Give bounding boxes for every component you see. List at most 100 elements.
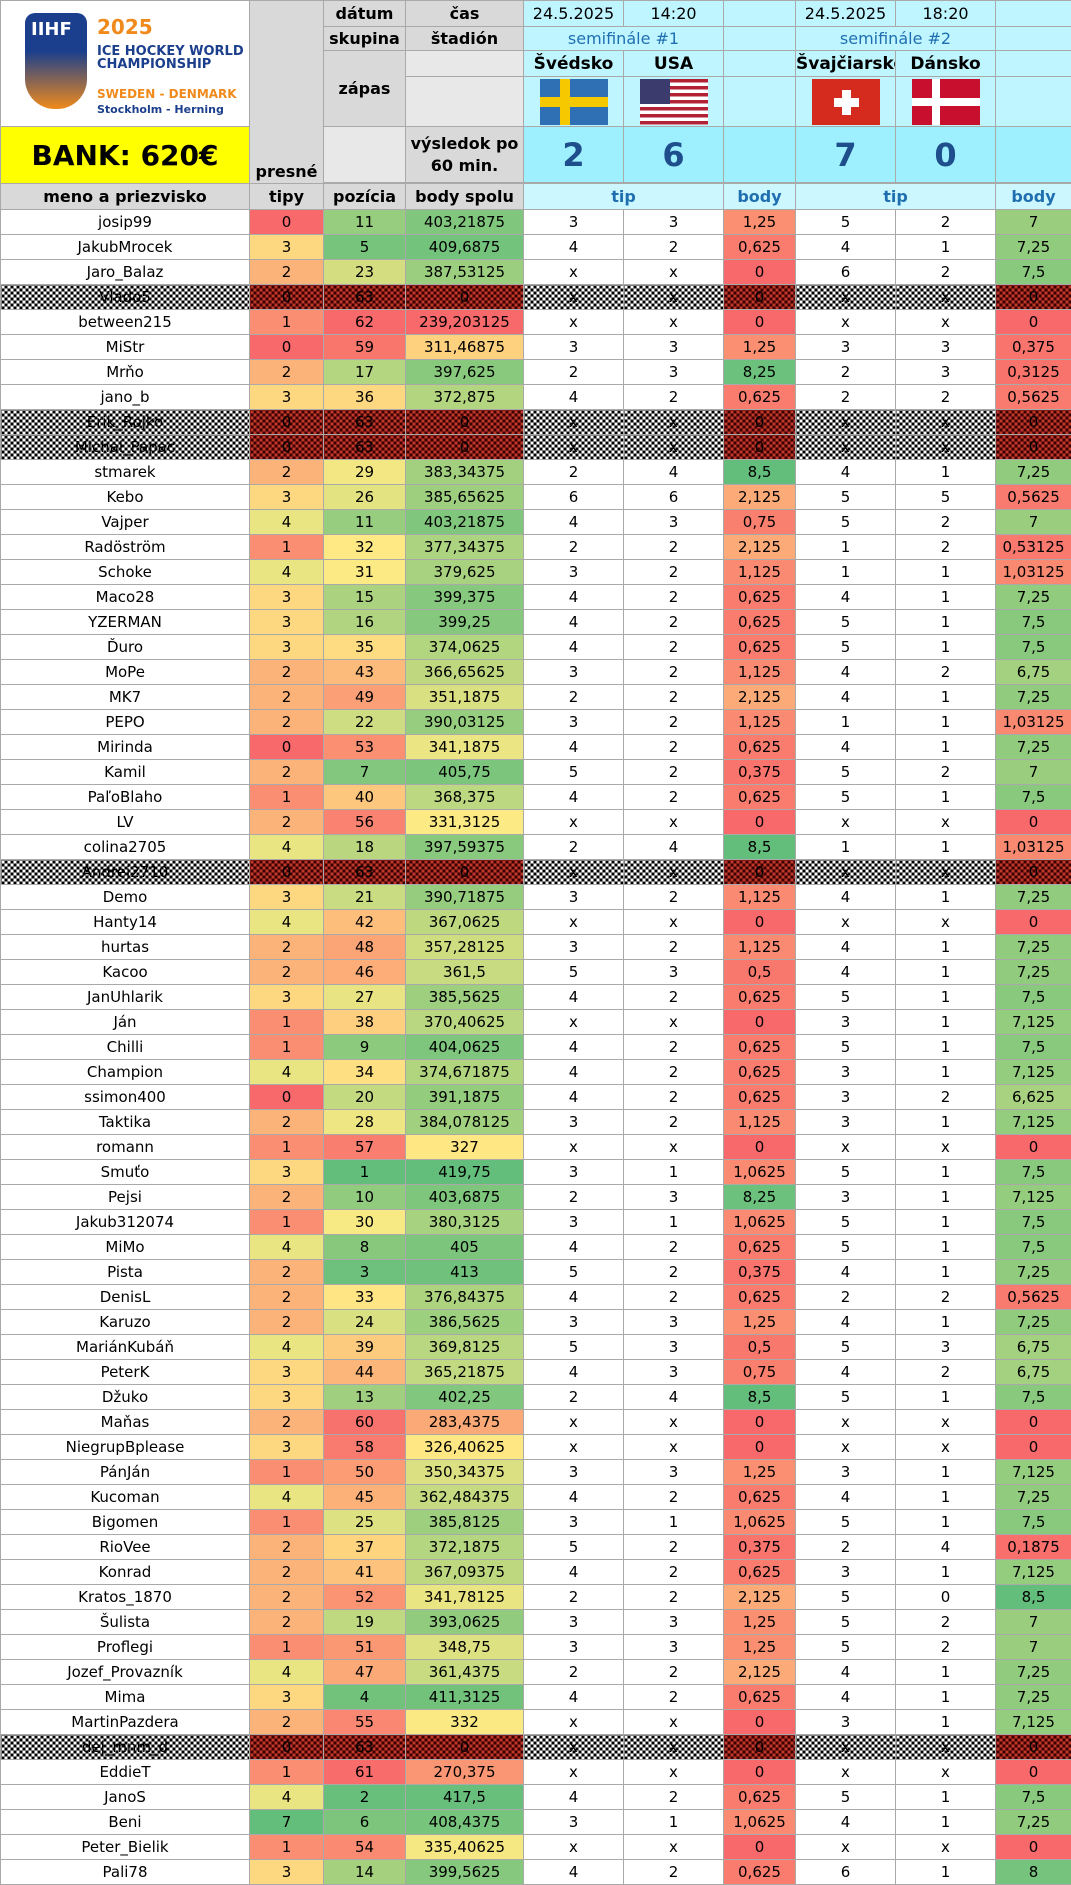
m2-tip-home-cell: x bbox=[795, 809, 896, 835]
table-row: Kacoo 2 46 361,5 5 3 0,5 4 1 7,25 bbox=[0, 959, 1071, 985]
body-spolu-cell: 341,1875 bbox=[405, 734, 524, 760]
pozicia-cell: 62 bbox=[323, 309, 406, 335]
body-spolu-cell: 327 bbox=[405, 1134, 524, 1160]
name-cell: Kamil bbox=[0, 759, 250, 785]
name-cell: JanoS bbox=[0, 1784, 250, 1810]
m2-tip-away-cell: 1 bbox=[895, 609, 996, 635]
pozicia-cell: 20 bbox=[323, 1084, 406, 1110]
m1-tip-home-cell: x bbox=[523, 409, 624, 435]
match1-home-score: 2 bbox=[523, 126, 624, 183]
m1-tip-home-cell: 3 bbox=[523, 1209, 624, 1235]
pozicia-cell: 54 bbox=[323, 1834, 406, 1860]
m2-tip-home-cell: 4 bbox=[795, 1484, 896, 1510]
m1-body-cell: 1,0625 bbox=[723, 1509, 796, 1535]
m1-body-cell: 0 bbox=[723, 1134, 796, 1160]
m1-tip-home-cell: 4 bbox=[523, 984, 624, 1010]
m2-tip-home-cell: 2 bbox=[795, 384, 896, 410]
presne-tipy-cell: 2 bbox=[249, 934, 324, 960]
m1-tip-away-cell: x bbox=[623, 909, 724, 935]
name-cell: Jozef_Provazník bbox=[0, 1659, 250, 1685]
cas-label: čas bbox=[405, 0, 524, 27]
m1-tip-home-cell: 3 bbox=[523, 934, 624, 960]
pozicia-cell: 50 bbox=[323, 1459, 406, 1485]
name-cell: Smuťo bbox=[0, 1159, 250, 1185]
name-cell: jano_b bbox=[0, 384, 250, 410]
table-row: MariánKubáň 4 39 369,8125 5 3 0,5 5 3 6,75 bbox=[0, 1334, 1071, 1360]
m2-tip-away-cell: 3 bbox=[895, 1334, 996, 1360]
m2-tip-away-cell: 1 bbox=[895, 1509, 996, 1535]
m1-tip-home-cell: 4 bbox=[523, 1284, 624, 1310]
m1-tip-away-cell: 2 bbox=[623, 1034, 724, 1060]
match2-home-score: 7 bbox=[795, 126, 896, 183]
m2-tip-home-cell: x bbox=[795, 434, 896, 460]
m1-tip-home-cell: 4 bbox=[523, 1684, 624, 1710]
table-row: Hanty14 4 42 367,0625 x x 0 x x 0 bbox=[0, 909, 1071, 935]
body-spolu-cell: 399,375 bbox=[405, 584, 524, 610]
presne-tipy-cell: 2 bbox=[249, 959, 324, 985]
m2-tip-home-cell: 4 bbox=[795, 884, 896, 910]
m2-tip-home-cell: 4 bbox=[795, 959, 896, 985]
table-row: PeterK 3 44 365,21875 4 3 0,75 4 2 6,75 bbox=[0, 1359, 1071, 1385]
m2-tip-home-cell: 5 bbox=[795, 984, 896, 1010]
m1-tip-home-cell: 4 bbox=[523, 234, 624, 260]
m1-tip-home-cell: 3 bbox=[523, 1309, 624, 1335]
body-spolu-cell: 379,625 bbox=[405, 559, 524, 585]
m2-tip-away-cell: 1 bbox=[895, 1684, 996, 1710]
m1-body-cell: 1,25 bbox=[723, 1459, 796, 1485]
m2-body-cell: 7,5 bbox=[995, 1509, 1071, 1535]
pozicia-cell: 4 bbox=[323, 1684, 406, 1710]
pozicia-cell: 38 bbox=[323, 1009, 406, 1035]
table-row: Radöström 1 32 377,34375 2 2 2,125 1 2 0,53125 bbox=[0, 534, 1071, 560]
pozicia-cell: 28 bbox=[323, 1109, 406, 1135]
m1-body-cell: 0 bbox=[723, 259, 796, 285]
m2-tip-home-cell: 2 bbox=[795, 1284, 896, 1310]
m1-body-cell: 0,625 bbox=[723, 1859, 796, 1885]
m2-tip-away-cell: x bbox=[895, 1134, 996, 1160]
m1-body-cell: 0,625 bbox=[723, 584, 796, 610]
m2-tip-home-cell: 5 bbox=[795, 634, 896, 660]
presne-tipy-cell: 1 bbox=[249, 1759, 324, 1785]
pozicia-cell: 26 bbox=[323, 484, 406, 510]
m2-body-cell: 0 bbox=[995, 1734, 1071, 1760]
m2-tip-home-cell: 5 bbox=[795, 1634, 896, 1660]
m1-tip-away-cell: 3 bbox=[623, 1634, 724, 1660]
presne-tipy-cell: 1 bbox=[249, 1634, 324, 1660]
m2-tip-home-cell: 3 bbox=[795, 1009, 896, 1035]
m2-tip-home-cell: 4 bbox=[795, 234, 896, 260]
name-cell: Jakub312074 bbox=[0, 1209, 250, 1235]
tipy-header: tipy bbox=[249, 183, 324, 210]
table-row: EddieT 1 61 270,375 x x 0 x x 0 bbox=[0, 1759, 1071, 1785]
m1-body-cell: 0,625 bbox=[723, 634, 796, 660]
pozicia-cell: 40 bbox=[323, 784, 406, 810]
table-row: MiStr 0 59 311,46875 3 3 1,25 3 3 0,375 bbox=[0, 334, 1071, 360]
presne-tipy-cell: 2 bbox=[249, 1584, 324, 1610]
match1-score-spacer bbox=[723, 126, 796, 183]
m2-tip-home-cell: 4 bbox=[795, 459, 896, 485]
presne-tipy-cell: 3 bbox=[249, 609, 324, 635]
meno-header: meno a priezvisko bbox=[0, 183, 250, 210]
table-row: Kebo 3 26 385,65625 6 6 2,125 5 5 0,5625 bbox=[0, 484, 1071, 510]
m1-tip-home-cell: x bbox=[523, 309, 624, 335]
m1-tip-away-cell: 2 bbox=[623, 1234, 724, 1260]
pozicia-cell: 7 bbox=[323, 759, 406, 785]
match1-home-team: Švédsko bbox=[523, 50, 624, 77]
m2-body-cell: 7,25 bbox=[995, 234, 1071, 260]
m1-tip-home-cell: 4 bbox=[523, 634, 624, 660]
m1-tip-home-cell: 2 bbox=[523, 1184, 624, 1210]
name-cell: Mrňo bbox=[0, 359, 250, 385]
m2-tip-away-cell: 3 bbox=[895, 359, 996, 385]
name-cell: YZERMAN bbox=[0, 609, 250, 635]
m1-body-cell: 0 bbox=[723, 859, 796, 885]
m2-body-cell: 7,5 bbox=[995, 259, 1071, 285]
body-spolu-cell: 385,65625 bbox=[405, 484, 524, 510]
m1-tip-home-cell: 4 bbox=[523, 509, 624, 535]
m1-tip-away-cell: 2 bbox=[623, 684, 724, 710]
m1-body-cell: 2,125 bbox=[723, 684, 796, 710]
pozicia-cell: 30 bbox=[323, 1209, 406, 1235]
table-row: Peter_Bielik 1 54 335,40625 x x 0 x x 0 bbox=[0, 1834, 1071, 1860]
m1-tip-home-cell: 2 bbox=[523, 1659, 624, 1685]
m2-tip-away-cell: 1 bbox=[895, 1384, 996, 1410]
name-cell: colina2705 bbox=[0, 834, 250, 860]
m1-body-cell: 0 bbox=[723, 284, 796, 310]
table-row: Jozef_Provazník 4 47 361,4375 2 2 2,125 4 1 7,25 bbox=[0, 1659, 1071, 1685]
